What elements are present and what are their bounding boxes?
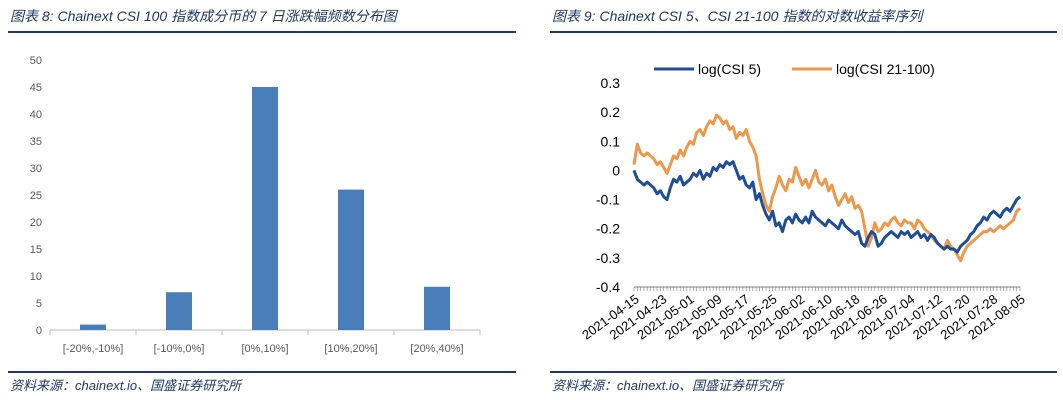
right-title-rule: [550, 31, 1057, 33]
y-tick-label: 35: [30, 136, 42, 148]
y-tick-label: -0.2: [596, 221, 620, 237]
bar-chart: 0 5 10 15 20 25 30 35 40 45 50 [-20%,-10%] [-10%,0%]…: [30, 55, 481, 355]
bar: [166, 292, 192, 330]
x-tick-label: [-10%,0%]: [154, 343, 205, 355]
y-tick-label: 45: [30, 82, 42, 94]
right-chart-title: 图表 9: Chainext CSI 5、CSI 21-100 指数的对数收益率…: [552, 8, 923, 24]
y-tick-label: 50: [30, 55, 42, 67]
y-tick-label: 30: [30, 163, 42, 175]
y-tick-label: 0.1: [601, 133, 621, 149]
line-chart: 0.30.20.10-0.1-0.2-0.3-0.42021-04-152021…: [579, 61, 1028, 343]
right-source-rule: [550, 371, 1057, 373]
y-tick-label: 5: [36, 298, 42, 310]
y-tick-label: 25: [30, 190, 42, 202]
right-source-note: 资料来源：chainext.io、国盛证券研究所: [552, 378, 784, 393]
bar: [424, 286, 450, 330]
y-tick-label: 0: [36, 325, 42, 337]
bar: [338, 189, 364, 330]
legend-label: log(CSI 5): [698, 61, 761, 77]
x-tick-label: [-20%,-10%]: [63, 343, 124, 355]
y-tick-label: 0.3: [601, 75, 621, 91]
y-tick-label: 10: [30, 271, 42, 283]
y-tick-label: 40: [30, 109, 42, 121]
left-source-note: 资料来源：chainext.io、国盛证券研究所: [10, 378, 242, 393]
x-tick-label: [10%,20%]: [324, 343, 377, 355]
bar: [252, 87, 278, 330]
x-tick-label: [0%,10%]: [241, 343, 288, 355]
y-tick-label: 0.2: [601, 104, 621, 120]
y-tick-label: 15: [30, 244, 42, 256]
series-line-1: [632, 160, 1021, 254]
legend-label: log(CSI 21-100): [836, 61, 935, 77]
right-panel: 图表 9: Chainext CSI 5、CSI 21-100 指数的对数收益率…: [542, 0, 1063, 400]
left-chart-title: 图表 8: Chainext CSI 100 指数成分币的 7 日涨跌幅频数分布…: [10, 8, 397, 24]
bar: [80, 324, 106, 330]
x-tick-label: [20%,40%]: [410, 343, 463, 355]
y-tick-label: 20: [30, 217, 42, 229]
left-title-rule: [8, 31, 516, 33]
left-panel: 图表 8: Chainext CSI 100 指数成分币的 7 日涨跌幅频数分布…: [0, 0, 522, 400]
y-tick-label: 0: [612, 162, 620, 178]
y-tick-label: -0.4: [596, 279, 620, 295]
left-source-rule: [8, 371, 516, 373]
y-tick-label: -0.3: [596, 250, 620, 266]
y-tick-label: -0.1: [596, 192, 620, 208]
series-line-2: [632, 113, 1021, 263]
